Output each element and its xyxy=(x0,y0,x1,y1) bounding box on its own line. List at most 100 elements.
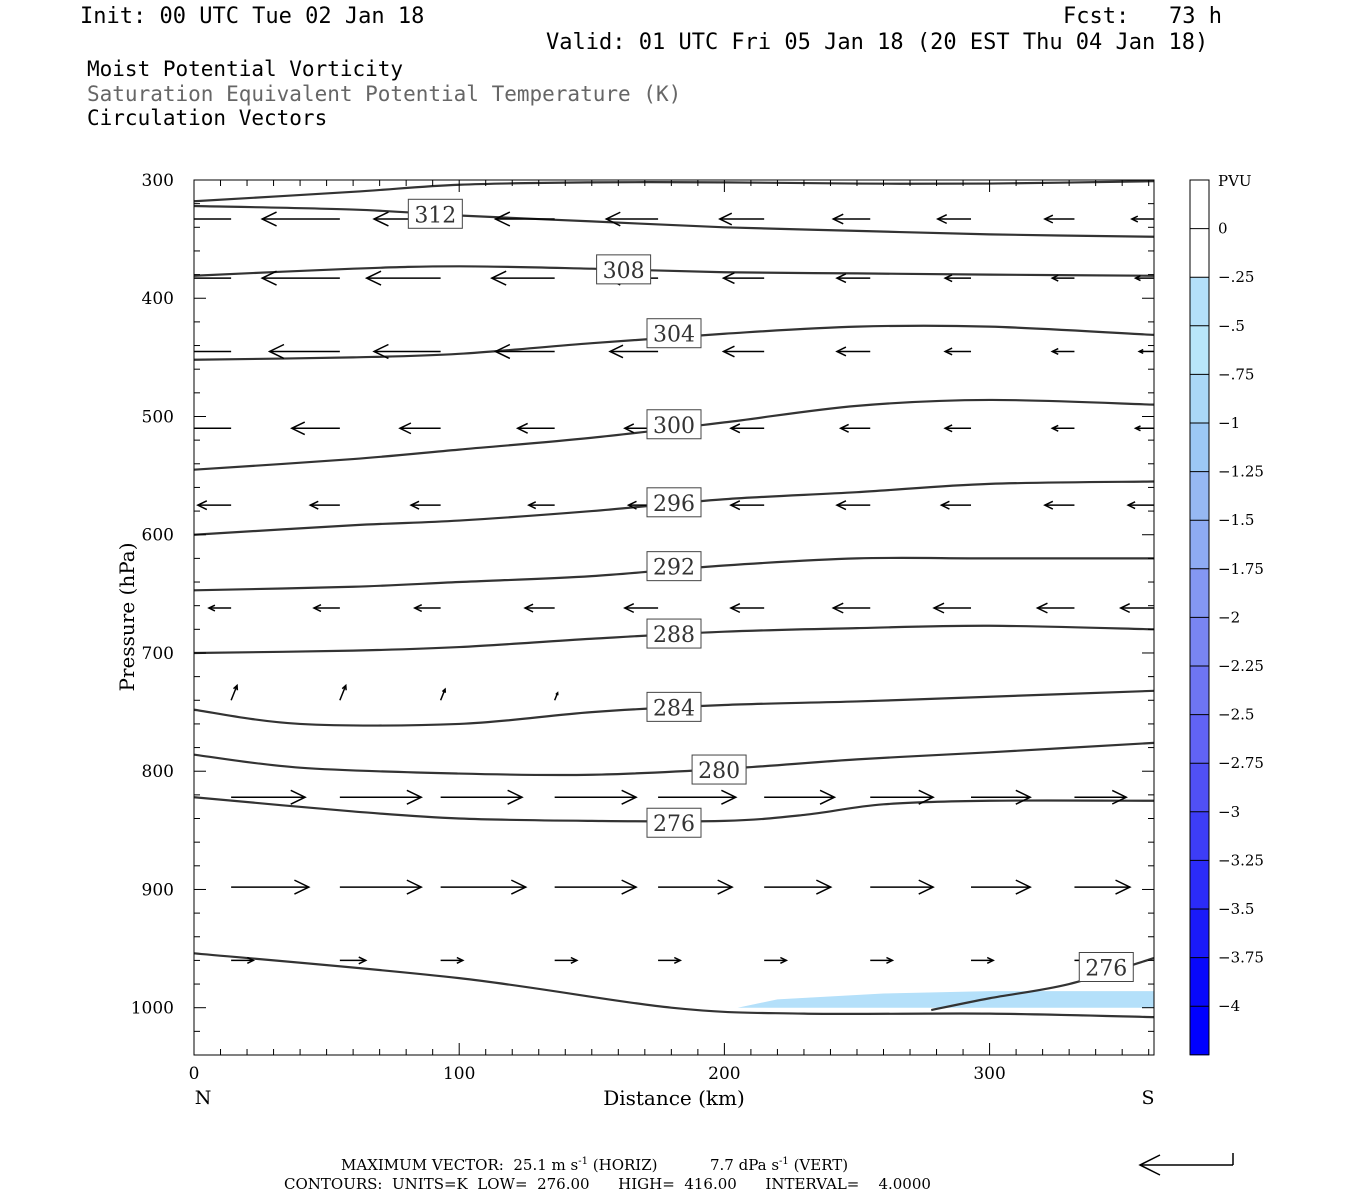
circulation-vector xyxy=(194,350,232,353)
circulation-vector xyxy=(527,501,555,510)
circulation-vector xyxy=(1050,347,1075,356)
circulation-vector xyxy=(764,956,789,964)
theta-e-contour-276 xyxy=(194,796,1154,823)
colorbar-swatch xyxy=(1190,957,1209,1007)
colorbar-swatch xyxy=(1190,423,1209,473)
colorbar-swatch xyxy=(1190,471,1209,521)
plot-frame xyxy=(193,179,1155,1056)
circulation-vector xyxy=(260,211,340,227)
field-title-vectors: Circulation Vectors xyxy=(87,106,328,130)
circulation-vector xyxy=(721,272,765,285)
circulation-vector xyxy=(339,879,423,895)
y-tick-label: 400 xyxy=(142,289,174,309)
x-tick-labels: 0 100 200 300 xyxy=(189,1064,1006,1084)
svg-text:284: 284 xyxy=(653,696,695,721)
circulation-vector xyxy=(1035,602,1075,614)
circulation-vector xyxy=(838,423,871,433)
max-vector-horiz: 25.1 m s xyxy=(513,1156,579,1174)
circulation-vector xyxy=(554,789,638,805)
circulation-vector xyxy=(1133,275,1154,282)
contour-labels: 312 308 304 300 296 292 288 284 280 276 276 xyxy=(407,198,1134,982)
colorbar-swatch xyxy=(1190,325,1209,375)
colorbar-swatch xyxy=(1190,666,1209,716)
circulation-vector xyxy=(493,211,555,227)
vert-unit-exponent: -1 xyxy=(779,1156,789,1167)
y-tick-labels: 300 400 500 600 700 800 900 1000 xyxy=(131,171,174,1019)
y-tick-label: 600 xyxy=(142,526,174,546)
svg-text:312: 312 xyxy=(414,203,456,228)
colorbar-label: −3.25 xyxy=(1218,851,1264,869)
circulation-vector xyxy=(764,789,837,805)
circulation-vector xyxy=(604,211,659,227)
circulation-vector xyxy=(409,500,441,510)
circulation-vector xyxy=(339,789,423,805)
circulation-vector xyxy=(971,956,995,964)
circulation-vector xyxy=(260,270,340,286)
circulation-vector xyxy=(658,956,683,964)
contour-label: 284 xyxy=(646,691,702,722)
colorbar-label: −2 xyxy=(1218,608,1240,626)
circulation-vector xyxy=(372,343,441,360)
svg-text:288: 288 xyxy=(653,623,695,648)
circulation-vector xyxy=(490,270,555,286)
colorbar-unit: PVU xyxy=(1218,172,1252,190)
colorbar-swatch xyxy=(1190,277,1209,327)
circulation-vector xyxy=(515,422,555,434)
field-title-mpv: Moist Potential Vorticity xyxy=(87,57,404,81)
contour-label: 292 xyxy=(646,551,702,582)
circulation-vector xyxy=(267,343,340,360)
colorbar-label: −3.5 xyxy=(1218,900,1254,918)
theta-e-contour-276 xyxy=(194,952,1154,1019)
colorbar-label: −1 xyxy=(1218,414,1240,432)
vert-tag: (VERT) xyxy=(793,1156,849,1174)
colorbar-label: −4 xyxy=(1218,997,1240,1015)
circulation-vector xyxy=(870,956,895,964)
circulation-vector xyxy=(932,602,972,614)
horiz-unit-exponent: -1 xyxy=(578,1156,588,1167)
circulation-vector xyxy=(554,879,638,895)
circulation-vector xyxy=(553,691,559,701)
colorbar-swatch xyxy=(1190,763,1209,813)
contour-label: 276 xyxy=(1078,952,1134,982)
x-tick-label: 100 xyxy=(443,1064,475,1084)
svg-text:308: 308 xyxy=(603,259,645,284)
theta-e-contour-312 xyxy=(194,204,1154,238)
circulation-vector xyxy=(831,213,871,225)
colorbar-label: −2.75 xyxy=(1218,754,1264,772)
circulation-vector xyxy=(835,273,871,284)
colorbar-swatch xyxy=(1190,180,1209,230)
circulation-vector xyxy=(729,423,765,434)
x-tick-label: 300 xyxy=(973,1064,1005,1084)
circulation-vector xyxy=(870,789,935,805)
circulation-vector xyxy=(413,603,441,613)
circulation-vector xyxy=(1118,603,1154,614)
circulation-vector xyxy=(721,345,765,358)
colorbar-label: −3.75 xyxy=(1218,949,1264,967)
contour-label: 280 xyxy=(691,754,747,785)
circulation-vector xyxy=(718,212,765,226)
contour-label: 288 xyxy=(646,618,702,649)
circulation-vector xyxy=(440,956,465,964)
contour-label: 312 xyxy=(407,198,463,229)
contour-label: 300 xyxy=(646,409,702,440)
colorbar-label: −.5 xyxy=(1218,317,1245,335)
pv-colorbar xyxy=(1189,179,1210,1056)
max-vector-label: MAXIMUM VECTOR: xyxy=(341,1156,504,1174)
contour-label: 304 xyxy=(646,318,702,349)
theta-e-contours xyxy=(194,180,1154,1019)
circulation-vector xyxy=(312,603,340,613)
colorbar-swatch xyxy=(1190,617,1209,667)
colorbar-label: −2.25 xyxy=(1218,657,1264,675)
svg-text:300: 300 xyxy=(653,414,695,439)
theta-e-contour-312 xyxy=(194,180,1154,203)
circulation-vector xyxy=(194,277,232,279)
circulation-vector xyxy=(935,213,972,225)
svg-text:304: 304 xyxy=(653,323,695,348)
colorbar-swatch xyxy=(1190,374,1209,424)
circulation-vector xyxy=(1050,274,1075,282)
svg-text:296: 296 xyxy=(653,492,695,517)
circulation-vector xyxy=(971,789,1032,805)
circulation-vectors xyxy=(194,211,1154,965)
forecast-hour: Fcst: 73 h xyxy=(1063,4,1222,29)
